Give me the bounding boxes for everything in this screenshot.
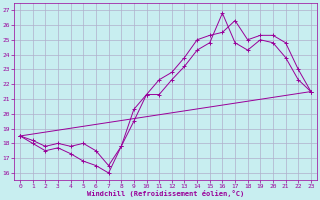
X-axis label: Windchill (Refroidissement éolien,°C): Windchill (Refroidissement éolien,°C) (87, 190, 244, 197)
